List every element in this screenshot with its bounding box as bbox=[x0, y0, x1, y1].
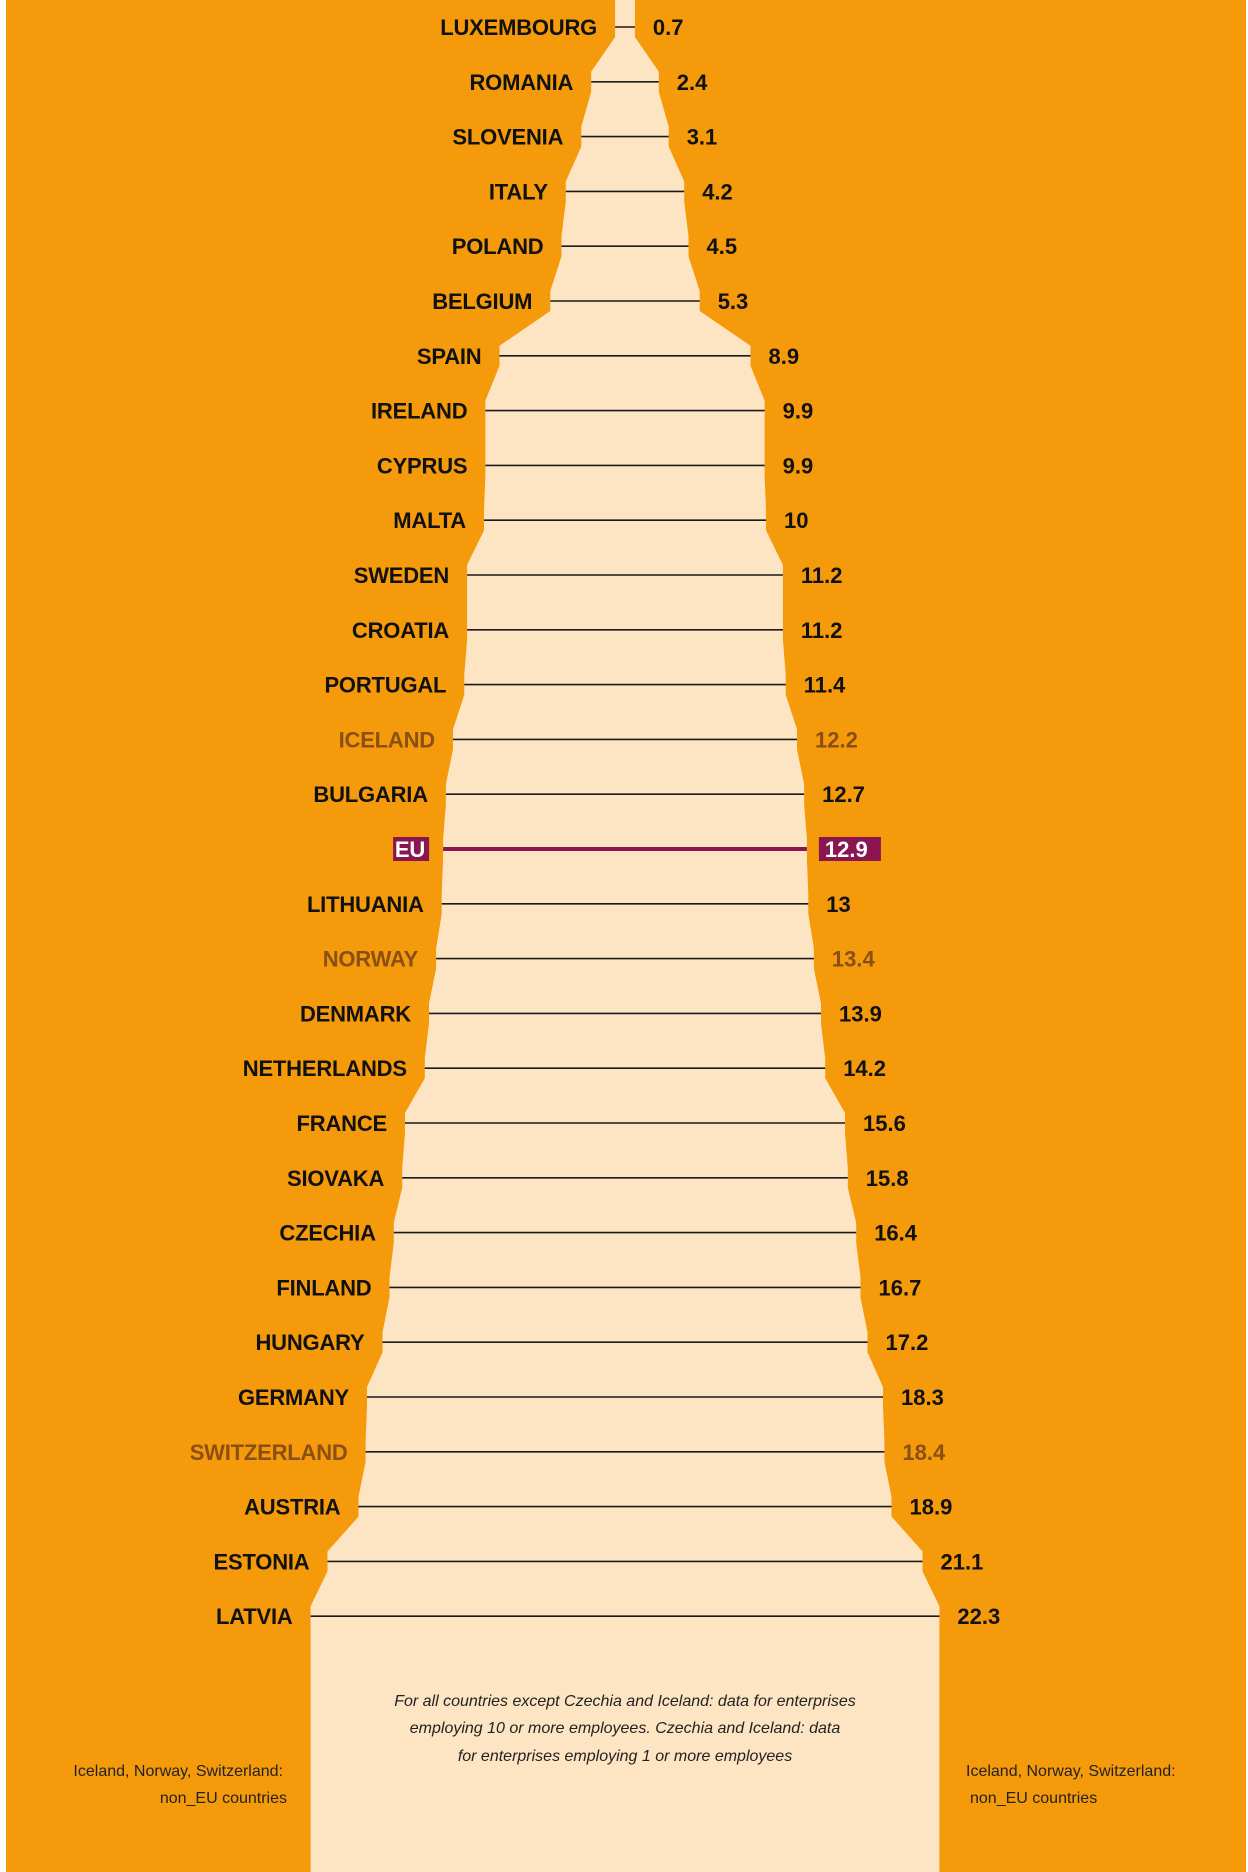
left-note-line-2: non_EU countries bbox=[160, 1790, 287, 1807]
country-label: GERMANY bbox=[238, 1385, 350, 1410]
value-label: 8.9 bbox=[769, 344, 800, 369]
eu-value-box bbox=[818, 837, 881, 861]
country-label: IRELAND bbox=[371, 399, 467, 424]
value-label: 3.1 bbox=[687, 125, 718, 150]
country-label: CROATIA bbox=[352, 618, 449, 643]
value-label: 11.2 bbox=[801, 563, 843, 588]
country-label: SWEDEN bbox=[354, 563, 449, 588]
country-label: SPAIN bbox=[417, 344, 482, 369]
value-label: 9.9 bbox=[783, 453, 814, 478]
value-label: 13.9 bbox=[839, 1001, 882, 1026]
value-label: 10 bbox=[784, 508, 808, 533]
right-note: Iceland, Norway, Switzerland: non_EU cou… bbox=[966, 1763, 1176, 1807]
country-label: NORWAY bbox=[323, 947, 419, 972]
footnote-line-1: For all countries except Czechia and Ice… bbox=[394, 1693, 856, 1710]
value-label: 14.2 bbox=[843, 1056, 886, 1081]
value-label: 0.7 bbox=[653, 15, 684, 40]
value-shape bbox=[310, 0, 940, 1872]
left-note: Iceland, Norway, Switzerland: non_EU cou… bbox=[73, 1763, 287, 1807]
country-label: NETHERLANDS bbox=[243, 1056, 407, 1081]
value-label: 4.2 bbox=[702, 179, 733, 204]
footnote-line-3: for enterprises employing 1 or more empl… bbox=[458, 1748, 792, 1765]
country-label: PORTUGAL bbox=[324, 673, 446, 698]
value-label: 2.4 bbox=[677, 70, 708, 95]
eu-label-box bbox=[393, 837, 430, 861]
country-label: LATVIA bbox=[216, 1604, 293, 1629]
country-label: ITALY bbox=[489, 179, 548, 204]
country-label: FRANCE bbox=[297, 1111, 387, 1136]
footnote-line-2: employing 10 or more employees. Czechia … bbox=[410, 1720, 841, 1737]
value-label: 13 bbox=[826, 892, 850, 917]
value-label: 12.9 bbox=[825, 837, 868, 862]
country-label: SIOVAKA bbox=[287, 1166, 385, 1191]
country-label: SLOVENIA bbox=[452, 125, 563, 150]
value-label: 21.1 bbox=[941, 1549, 984, 1574]
country-label: ESTONIA bbox=[214, 1549, 310, 1574]
country-label: POLAND bbox=[452, 234, 544, 259]
country-label: AUSTRIA bbox=[244, 1495, 341, 1520]
country-label: MALTA bbox=[393, 508, 466, 533]
value-label: 15.8 bbox=[866, 1166, 909, 1191]
value-label: 18.3 bbox=[901, 1385, 944, 1410]
value-label: 16.4 bbox=[874, 1221, 918, 1246]
value-label: 11.2 bbox=[801, 618, 843, 643]
country-label: SWITZERLAND bbox=[190, 1440, 348, 1465]
country-label: CYPRUS bbox=[377, 453, 468, 478]
value-label: 17.2 bbox=[886, 1330, 929, 1355]
country-label: FINLAND bbox=[276, 1275, 371, 1300]
right-note-line-2: non_EU countries bbox=[970, 1790, 1097, 1807]
left-note-line-1: Iceland, Norway, Switzerland: bbox=[73, 1763, 283, 1780]
value-label: 13.4 bbox=[832, 947, 876, 972]
country-label: LUXEMBOURG bbox=[440, 15, 597, 40]
country-label: BELGIUM bbox=[432, 289, 532, 314]
value-label: 12.7 bbox=[822, 782, 865, 807]
value-label: 18.4 bbox=[902, 1440, 946, 1465]
right-note-line-1: Iceland, Norway, Switzerland: bbox=[966, 1763, 1176, 1780]
value-label: 5.3 bbox=[718, 289, 749, 314]
value-label: 4.5 bbox=[707, 234, 738, 259]
value-label: 15.6 bbox=[863, 1111, 906, 1136]
country-label: EU bbox=[395, 837, 425, 862]
value-label: 12.2 bbox=[815, 727, 858, 752]
country-label: ICELAND bbox=[339, 727, 435, 752]
country-label: ROMANIA bbox=[469, 70, 573, 95]
country-label: HUNGARY bbox=[255, 1330, 365, 1355]
country-label: LITHUANIA bbox=[307, 892, 424, 917]
country-label: CZECHIA bbox=[279, 1221, 376, 1246]
rows: LUXEMBOURG 0.7 ROMANIA 2.4 SLOVENIA 3.1 ITALY 4… bbox=[190, 15, 1001, 1629]
country-label: BULGARIA bbox=[313, 782, 428, 807]
value-label: 16.7 bbox=[879, 1275, 922, 1300]
footnote: For all countries except Czechia and Ice… bbox=[394, 1693, 856, 1765]
value-label: 22.3 bbox=[957, 1604, 1000, 1629]
country-label: DENMARK bbox=[300, 1001, 411, 1026]
value-label: 18.9 bbox=[910, 1495, 953, 1520]
value-label: 9.9 bbox=[783, 399, 814, 424]
value-label: 11.4 bbox=[804, 673, 846, 698]
